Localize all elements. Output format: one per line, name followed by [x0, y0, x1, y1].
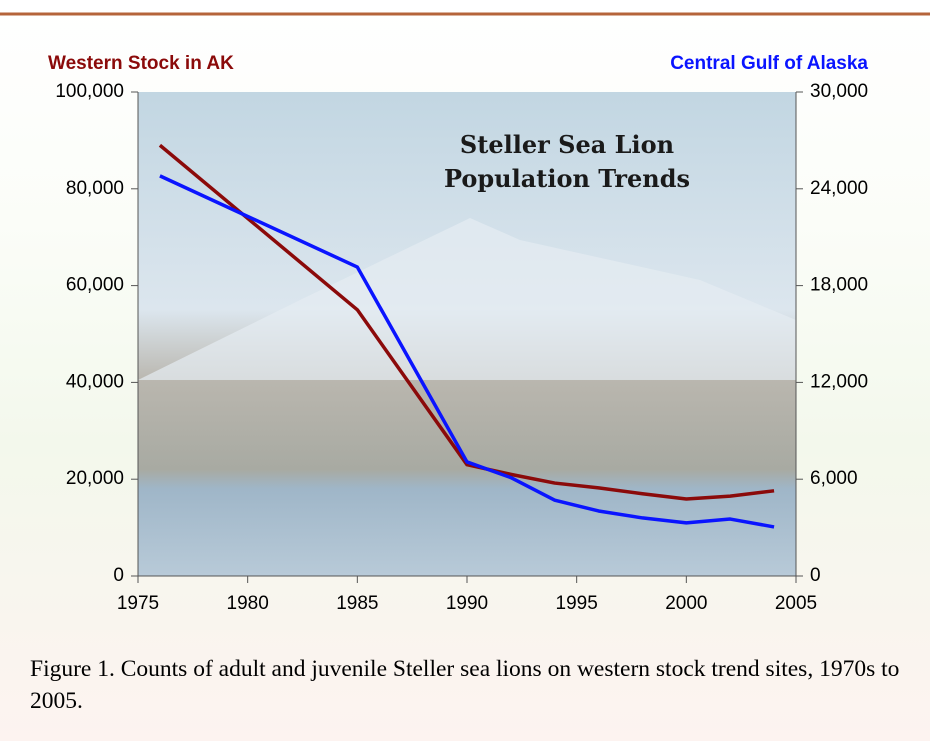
- x-tick-label: 1975: [117, 593, 159, 614]
- x-tick-label: 1985: [336, 593, 378, 614]
- y2-axis-label: Central Gulf of Alaska: [670, 53, 868, 74]
- y2-tick-label: 0: [810, 565, 821, 586]
- x-tick-label: 2000: [665, 593, 707, 614]
- y2-tick-label: 30,000: [810, 81, 868, 102]
- caption: Figure 1. Counts of adult and juvenile S…: [30, 656, 900, 714]
- y2-tick-label: 6,000: [810, 468, 858, 489]
- y2-tick-label: 12,000: [810, 371, 868, 392]
- x-tick-label: 1995: [556, 593, 598, 614]
- y-tick-label: 20,000: [66, 468, 124, 489]
- x-tick-label: 2005: [775, 593, 817, 614]
- chart-title: Steller Sea Lion Population Trends: [443, 130, 691, 193]
- mountain: [138, 218, 796, 380]
- y-axis-label: Western Stock in AK: [48, 53, 234, 74]
- x-tick-label: 1990: [446, 593, 488, 614]
- y-tick-label: 40,000: [66, 371, 124, 392]
- series-line: [158, 143, 775, 501]
- y-tick-label: 60,000: [66, 275, 124, 296]
- y-tick-label: 100,000: [55, 81, 124, 102]
- y2-tick-label: 18,000: [810, 275, 868, 296]
- y-tick-label: 0: [113, 565, 124, 586]
- series-line: [159, 174, 775, 529]
- x-tick-label: 1980: [227, 593, 269, 614]
- y2-tick-label: 24,000: [810, 178, 868, 199]
- y-tick-label: 80,000: [66, 178, 124, 199]
